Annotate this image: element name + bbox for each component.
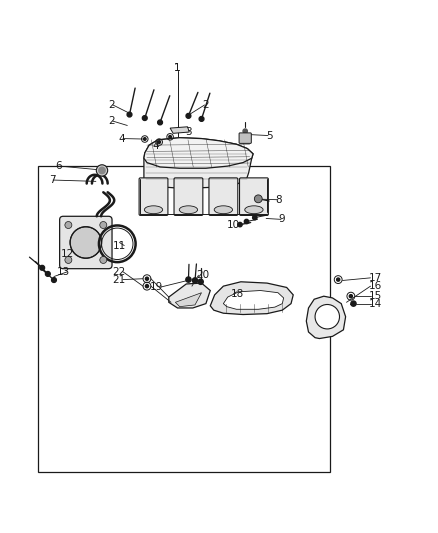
- Circle shape: [142, 116, 147, 120]
- Circle shape: [70, 227, 102, 258]
- Circle shape: [127, 112, 132, 117]
- FancyBboxPatch shape: [60, 216, 112, 269]
- Text: 1: 1: [174, 63, 181, 73]
- Circle shape: [315, 304, 339, 329]
- Circle shape: [65, 256, 72, 263]
- Circle shape: [52, 278, 57, 282]
- Text: 10: 10: [227, 220, 240, 230]
- Circle shape: [100, 256, 107, 263]
- Text: 4: 4: [119, 134, 125, 143]
- Circle shape: [100, 222, 107, 229]
- Text: 20: 20: [196, 270, 209, 280]
- FancyBboxPatch shape: [239, 133, 251, 143]
- Circle shape: [254, 195, 262, 203]
- Text: 18: 18: [231, 289, 244, 299]
- Circle shape: [96, 165, 108, 176]
- Circle shape: [199, 117, 204, 122]
- Bar: [38, 166, 330, 472]
- Text: 19: 19: [150, 282, 163, 292]
- Circle shape: [145, 285, 148, 288]
- Text: 12: 12: [61, 249, 74, 259]
- Text: 11: 11: [113, 240, 127, 251]
- Circle shape: [253, 215, 257, 220]
- Polygon shape: [144, 138, 253, 168]
- Circle shape: [40, 265, 45, 270]
- Text: 13: 13: [57, 266, 70, 277]
- Polygon shape: [175, 293, 201, 306]
- FancyBboxPatch shape: [209, 178, 238, 215]
- FancyBboxPatch shape: [139, 178, 168, 215]
- Circle shape: [192, 278, 198, 283]
- Text: 3: 3: [185, 127, 191, 137]
- Text: 14: 14: [368, 298, 381, 309]
- Text: 2: 2: [109, 116, 115, 126]
- Circle shape: [186, 277, 191, 282]
- Polygon shape: [144, 138, 253, 188]
- Circle shape: [158, 141, 160, 143]
- Text: 2: 2: [109, 100, 115, 110]
- Circle shape: [65, 222, 72, 229]
- Circle shape: [46, 271, 50, 276]
- Text: 22: 22: [112, 266, 125, 277]
- Text: 9: 9: [279, 214, 286, 224]
- Circle shape: [198, 279, 203, 285]
- Text: 2: 2: [202, 100, 209, 110]
- Circle shape: [351, 301, 356, 306]
- Text: 17: 17: [368, 273, 381, 283]
- Ellipse shape: [245, 206, 263, 214]
- Ellipse shape: [179, 206, 198, 214]
- FancyBboxPatch shape: [174, 178, 203, 215]
- Polygon shape: [170, 127, 189, 133]
- Circle shape: [238, 222, 242, 227]
- Text: 16: 16: [368, 281, 381, 291]
- Circle shape: [144, 138, 146, 140]
- Text: 1: 1: [174, 63, 181, 73]
- Circle shape: [186, 114, 191, 118]
- FancyBboxPatch shape: [240, 178, 268, 215]
- Text: 5: 5: [266, 131, 272, 141]
- Polygon shape: [210, 282, 293, 314]
- Circle shape: [169, 135, 171, 138]
- Circle shape: [98, 166, 106, 174]
- Text: 8: 8: [275, 195, 282, 205]
- Ellipse shape: [145, 206, 162, 214]
- Circle shape: [145, 277, 148, 280]
- Polygon shape: [223, 290, 284, 309]
- Text: 4: 4: [152, 141, 159, 151]
- Text: 6: 6: [55, 161, 62, 171]
- Text: 21: 21: [112, 274, 125, 285]
- Circle shape: [337, 278, 340, 281]
- Circle shape: [243, 129, 247, 133]
- Ellipse shape: [214, 206, 233, 214]
- Polygon shape: [169, 283, 210, 308]
- Circle shape: [158, 120, 162, 125]
- Circle shape: [244, 220, 249, 224]
- Text: 7: 7: [49, 175, 55, 185]
- Polygon shape: [306, 296, 346, 338]
- Text: 15: 15: [368, 291, 381, 301]
- Circle shape: [349, 295, 353, 298]
